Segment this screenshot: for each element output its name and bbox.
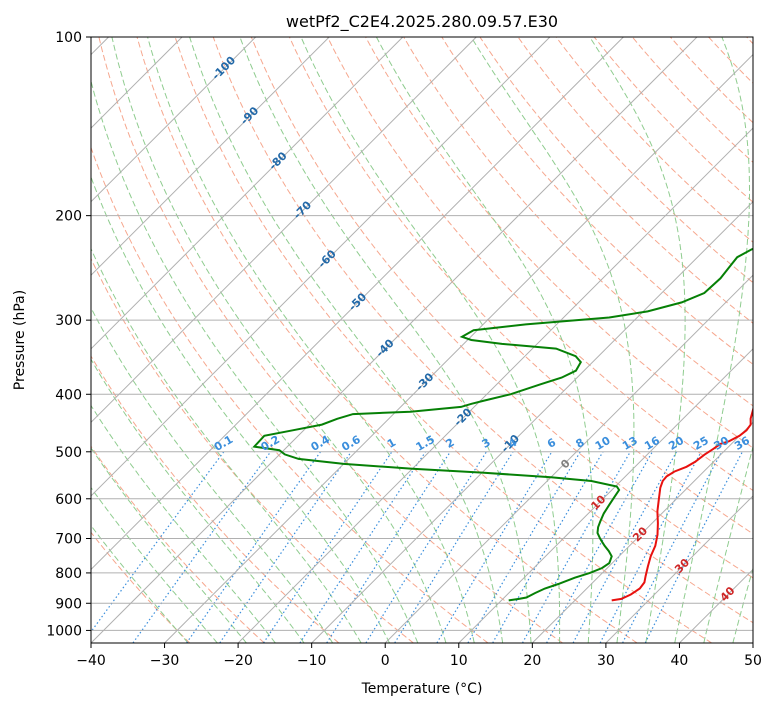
y-tick-label: 1000 (46, 623, 82, 639)
moist-adiabat-line (300, 37, 561, 643)
plot-frame (90, 36, 754, 644)
moist-adiabat-line (91, 79, 419, 643)
y-tick-label: 700 (55, 532, 82, 548)
dry-adiabat-line (250, 37, 753, 579)
moist-adiabat-line (111, 37, 447, 643)
moist-adiabat-line (91, 358, 305, 643)
isotherm-line (311, 200, 753, 643)
x-tick-label: 50 (744, 653, 762, 669)
x-tick-label: 20 (523, 653, 541, 669)
mixing-ratio-line (326, 451, 451, 643)
isotherm-line (384, 274, 753, 643)
dry-adiabat-line (212, 37, 753, 624)
temperature-profile (611, 405, 753, 602)
dry-adiabat-line (98, 37, 563, 643)
moist-adiabat-line (375, 37, 594, 643)
x-tick-label: 0 (381, 653, 390, 669)
mixing-ratio-line (219, 451, 352, 643)
y-tick-label: 100 (55, 30, 82, 46)
dry-adiabat-line (91, 355, 340, 643)
y-tick-label: 800 (55, 566, 82, 582)
y-tick-label: 300 (55, 313, 82, 329)
mixing-ratio-line (599, 451, 702, 643)
x-tick-label: −10 (297, 653, 327, 669)
mixing-ratio-line (546, 451, 653, 643)
isotherm-line (91, 37, 257, 203)
moist-adiabat-line (147, 37, 475, 643)
x-tick-label: −20 (223, 653, 253, 669)
dry-adiabat-line (517, 37, 753, 284)
dry-adiabat-line (91, 146, 489, 643)
dry-adiabat-line (403, 37, 753, 407)
mixing-ratio-line (299, 451, 426, 643)
mixing-ratio-line (262, 451, 393, 643)
y-axis-title: Pressure (hPa) (12, 290, 28, 390)
mixing-ratio-line (132, 451, 272, 643)
mixing-ratio-line (186, 451, 321, 643)
x-tick-label: −30 (150, 653, 180, 669)
moist-adiabat-line (189, 37, 504, 643)
y-tick-label: 200 (55, 209, 82, 225)
moist-adiabat-line (91, 175, 390, 643)
background-lines (91, 37, 753, 643)
isotherm-line (91, 37, 698, 643)
axes: −40 −30 −20 −10 0 10 20 30 40 50 100 200 300 400 500 60… (46, 30, 762, 669)
moist-adiabat-line (91, 404, 276, 643)
isotherm-line (605, 495, 753, 643)
isotherm-line (91, 37, 624, 571)
isotherm-line (91, 37, 551, 497)
dry-adiabat-line (91, 531, 191, 643)
isotherm-line (91, 37, 477, 424)
mixing-ratio-line (436, 451, 553, 643)
chart-title: wetPf2_C2E4.2025.280.09.57.E30 (286, 12, 558, 32)
x-tick-label: −40 (76, 653, 106, 669)
isotherm-line (164, 53, 753, 643)
isotherm-line (531, 421, 753, 643)
x-tick-label: 30 (597, 653, 615, 669)
dry-adiabat-line (91, 445, 265, 643)
mixing-ratio-line (572, 451, 678, 643)
moist-adiabat-line (589, 37, 686, 643)
mixing-ratio-line (91, 451, 225, 633)
moist-adiabat-line (91, 524, 189, 643)
dry-adiabat-line (327, 37, 753, 492)
x-axis-title: Temperature (°C) (361, 681, 483, 697)
profile-lines (252, 247, 753, 602)
x-tick-label: 10 (450, 653, 468, 669)
isotherm-line (237, 127, 753, 643)
isotherm-line (91, 37, 404, 350)
isotherm-line (91, 37, 330, 276)
y-tick-label: 600 (55, 492, 82, 508)
dry-adiabat-line (136, 37, 638, 643)
dewpoint-profile (252, 247, 753, 602)
y-tick-label: 900 (55, 596, 82, 612)
y-tick-label: 400 (55, 387, 82, 403)
moist-adiabat-line (91, 447, 247, 643)
mixing-ratio-line (521, 451, 631, 643)
moist-adiabat-line (674, 37, 750, 643)
y-tick-label: 500 (55, 445, 82, 461)
dry-adiabat-line (441, 37, 753, 365)
isotherm-line (458, 348, 753, 643)
mixing-ratio-line (365, 451, 487, 643)
x-tick-label: 40 (671, 653, 689, 669)
